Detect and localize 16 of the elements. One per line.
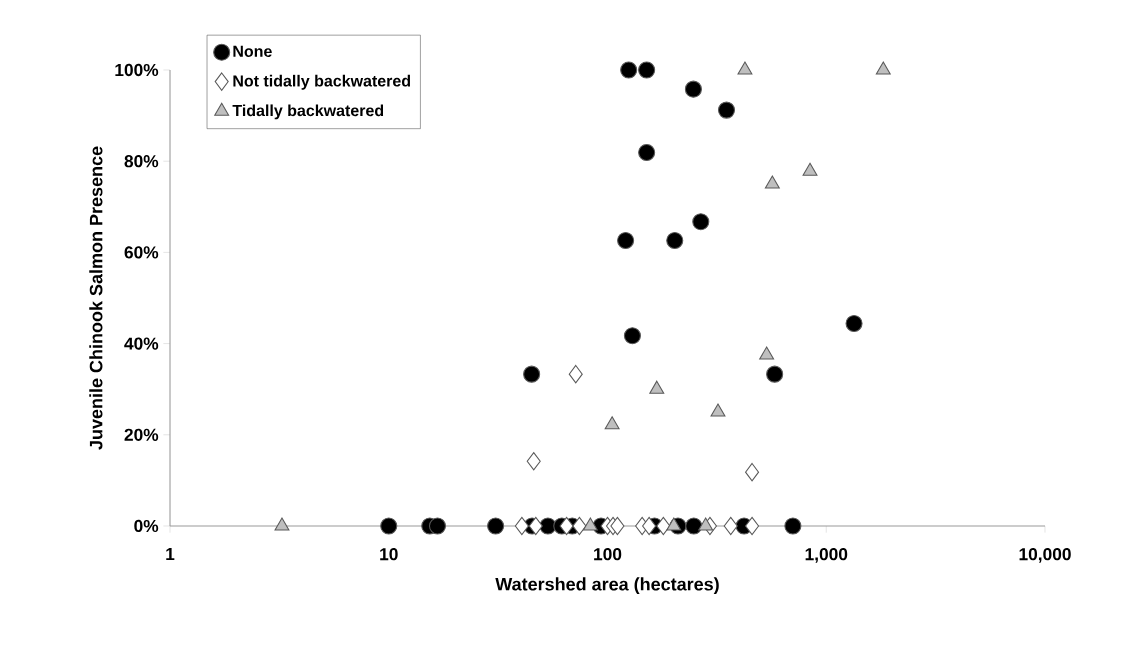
y-axis-title: Juvenile Chinook Salmon Presence — [89, 146, 103, 450]
y-tick-label: 0% — [134, 519, 159, 533]
y-tick-label: 100% — [115, 63, 159, 77]
x-tick-label: 100 — [594, 548, 622, 561]
x-tick-label: 10 — [380, 548, 398, 561]
x-axis-title: Watershed area (hectares) — [495, 577, 719, 595]
legend-label: None — [233, 45, 272, 57]
y-tick-label: 60% — [124, 246, 159, 259]
y-tick-label: 20% — [124, 428, 159, 441]
legend-label: Tidally backwatered — [232, 104, 384, 120]
x-tick-label: 10,000 — [1019, 548, 1071, 563]
y-tick-label: 80% — [124, 155, 159, 168]
y-tick-label: 40% — [124, 337, 159, 350]
x-tick-label: 1,000 — [805, 548, 848, 563]
legend-label: Not tidally backwatered — [233, 74, 411, 90]
x-tick-label: 1 — [166, 548, 175, 560]
